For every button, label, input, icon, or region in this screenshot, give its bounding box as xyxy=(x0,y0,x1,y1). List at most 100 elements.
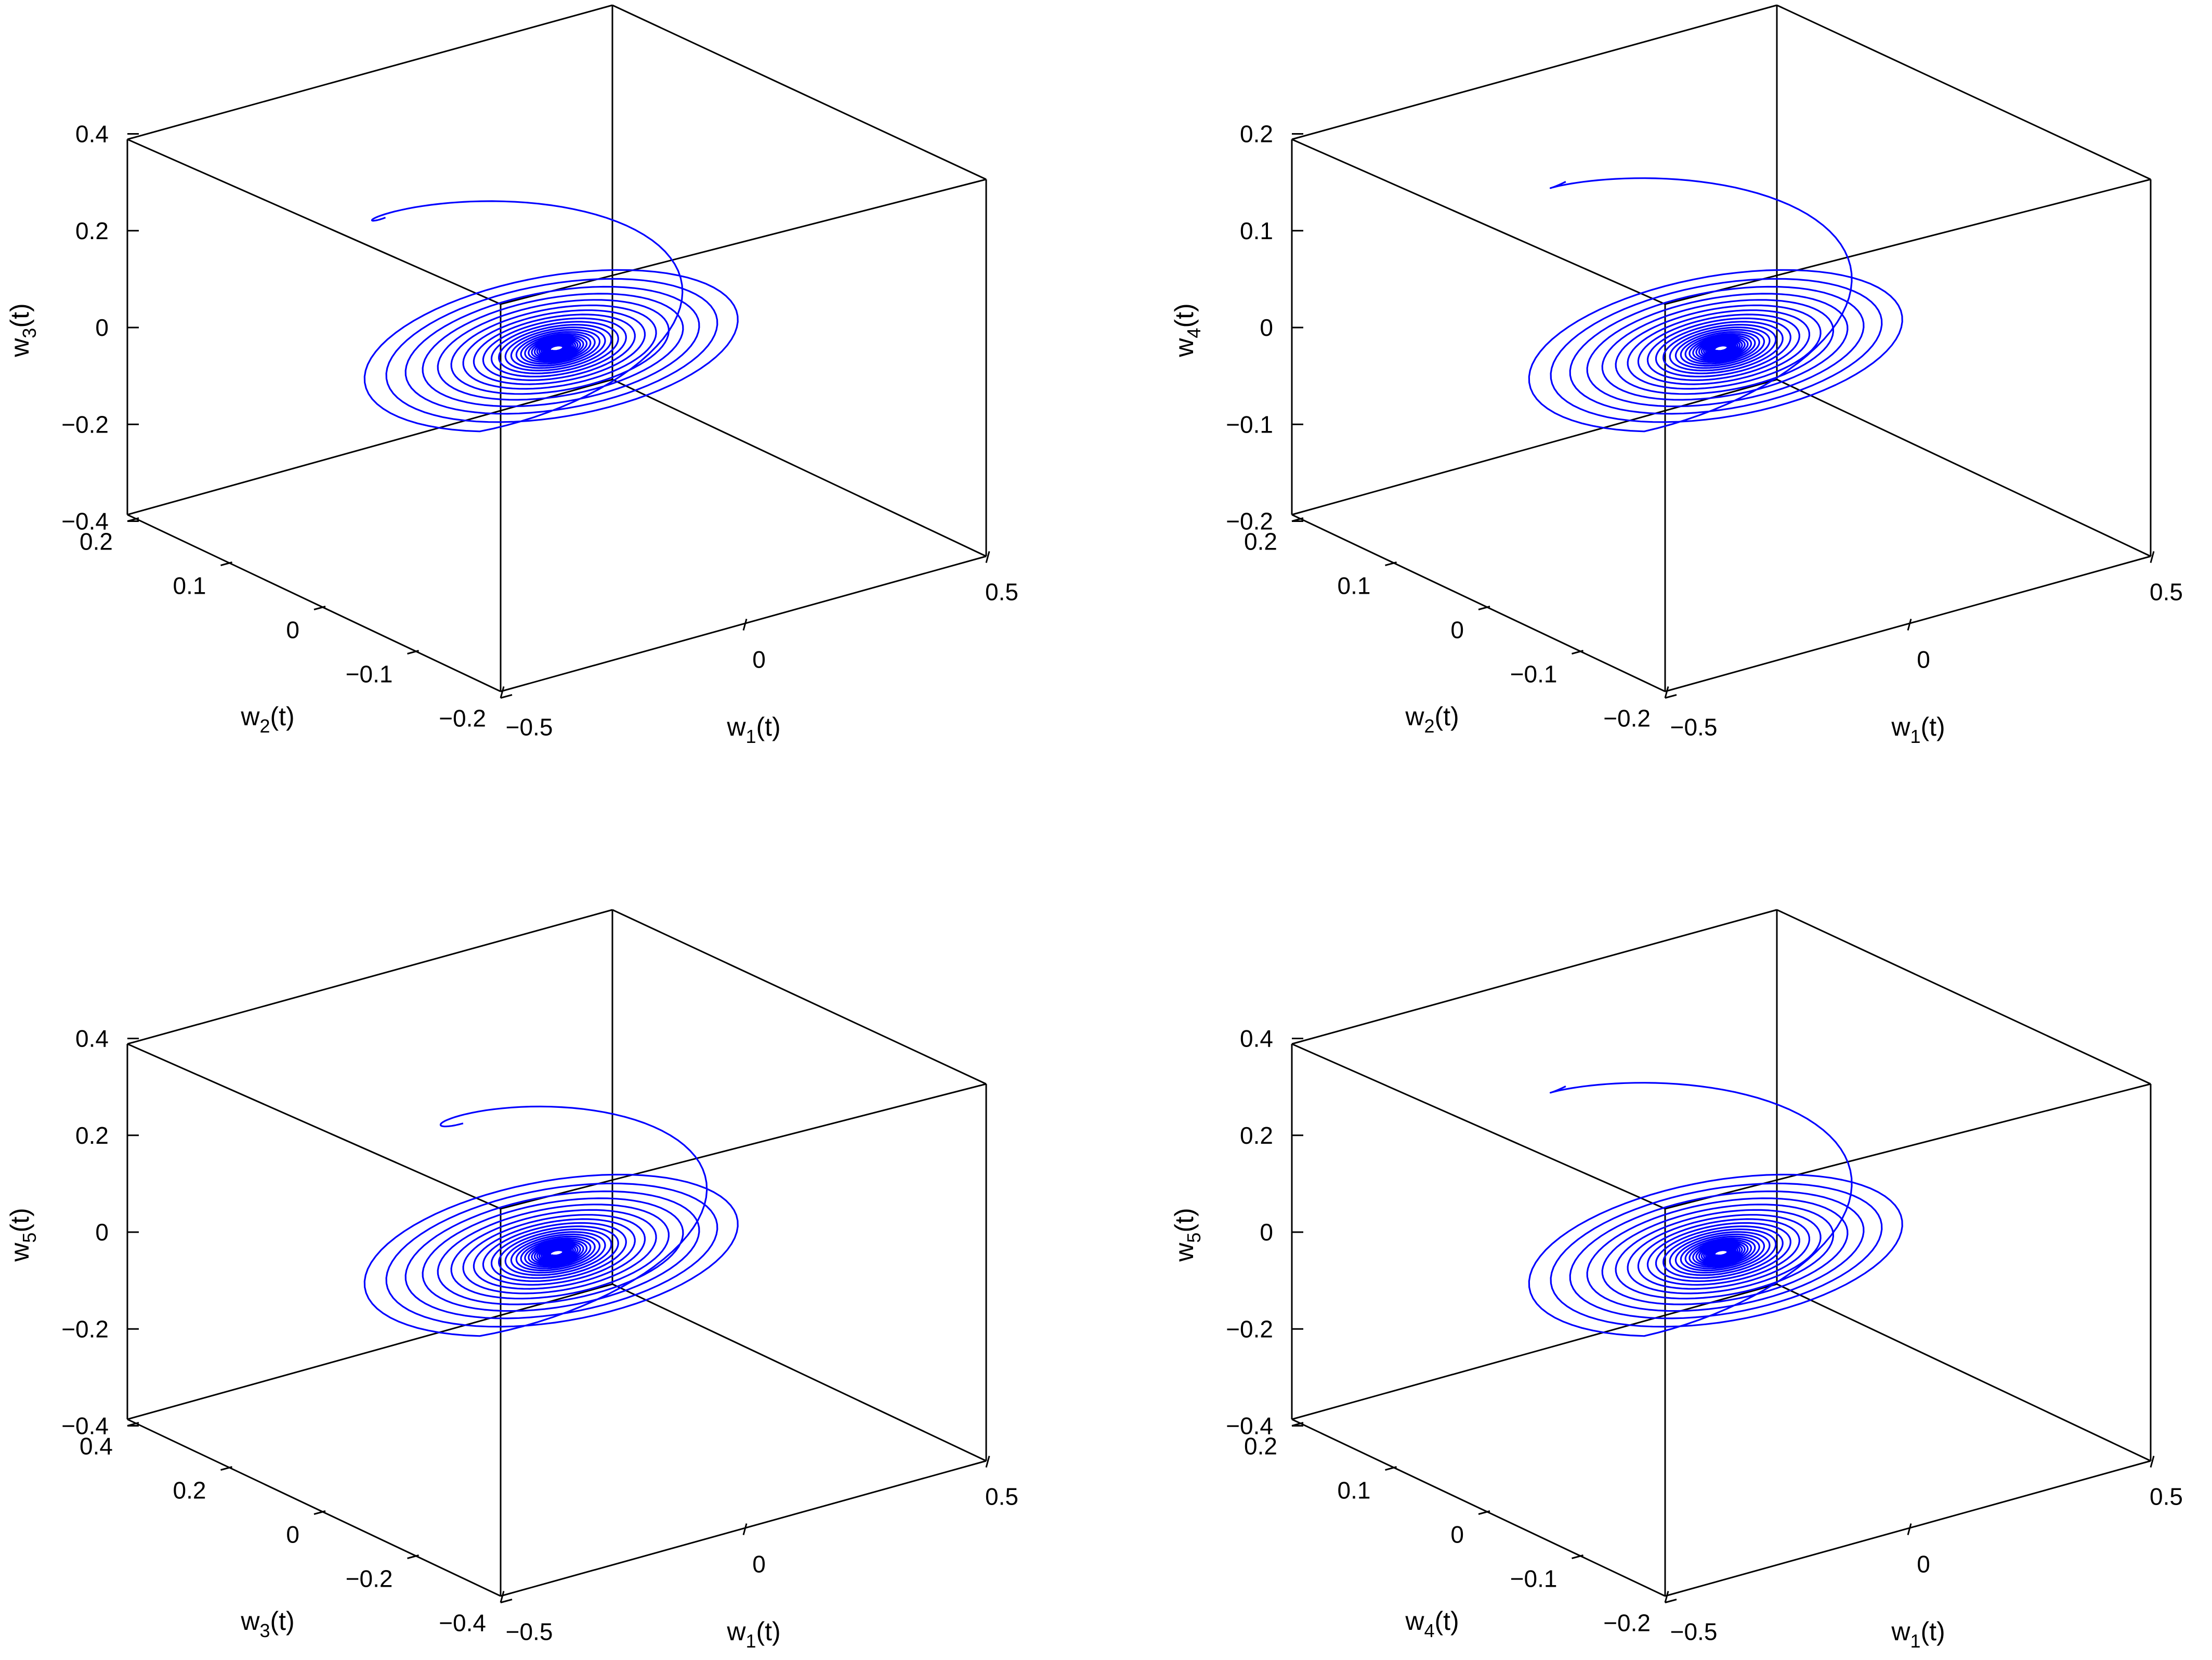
x-tick-label: 0 xyxy=(1917,1551,1930,1578)
z-tick-label: −0.4 xyxy=(1226,1413,1273,1440)
y-tick-mark xyxy=(1385,561,1397,566)
x-tick-mark xyxy=(1664,1591,1669,1603)
subplot-4: −0.500.5−0.2−0.100.10.2−0.4−0.200.20.4w1… xyxy=(1170,909,2183,1652)
y-tick-mark xyxy=(220,1466,232,1471)
y-tick-label: −0.4 xyxy=(439,1610,486,1637)
box-edge-12 xyxy=(1291,1283,1777,1420)
z-axis-label: w4(t) xyxy=(1170,303,1205,357)
z-tick-label: 0.4 xyxy=(75,1025,109,1052)
box-edge-11 xyxy=(612,1283,987,1462)
box-edge-1 xyxy=(500,555,987,692)
y-tick-label: 0 xyxy=(286,617,299,644)
y-tick-mark xyxy=(1572,1554,1583,1559)
y-tick-label: 0 xyxy=(286,1521,299,1548)
z-tick-label: −0.2 xyxy=(1226,1315,1273,1342)
y-axis-label: w2(t) xyxy=(1405,702,1459,737)
x-tick-mark xyxy=(742,1523,748,1535)
y-axis-label: w2(t) xyxy=(240,702,294,737)
z-tick-label: 0 xyxy=(1260,1219,1273,1246)
y-tick-label: 0.2 xyxy=(173,1477,206,1504)
z-tick-label: −0.2 xyxy=(1226,508,1273,535)
z-tick-label: 0.2 xyxy=(1240,1122,1273,1149)
y-tick-label: 0 xyxy=(1450,1521,1464,1548)
y-axis-label: w3(t) xyxy=(240,1606,294,1641)
box-edge-8 xyxy=(1291,4,1777,140)
x-tick-label: 0 xyxy=(752,1551,766,1578)
x-axis-label: w1(t) xyxy=(726,1617,780,1652)
box-edge-11 xyxy=(1776,1283,2151,1462)
box-edge-7 xyxy=(1291,138,1666,305)
y-tick-label: −0.1 xyxy=(346,661,393,688)
x-tick-label: 0 xyxy=(752,646,766,673)
x-axis-label: w1(t) xyxy=(726,712,780,747)
box-edge-7 xyxy=(127,138,501,305)
box-edge-8 xyxy=(127,909,613,1045)
x-tick-label: 0.5 xyxy=(2150,579,2183,606)
y-tick-label: 0.1 xyxy=(1338,1477,1371,1504)
x-tick-label: −0.5 xyxy=(1670,1618,1718,1645)
y-tick-mark xyxy=(500,1599,513,1603)
z-tick-label: 0.1 xyxy=(1240,217,1273,244)
box-edge-2 xyxy=(1291,514,1666,692)
box-edge-1 xyxy=(500,1460,987,1597)
x-tick-mark xyxy=(500,686,505,698)
y-tick-label: −0.1 xyxy=(1510,1565,1557,1592)
box-edge-9 xyxy=(612,4,987,180)
box-edge-12 xyxy=(127,1283,613,1420)
z-axis-label: w3(t) xyxy=(5,303,40,357)
z-tick-label: 0 xyxy=(95,314,109,341)
y-tick-label: 0.4 xyxy=(80,1433,113,1460)
y-tick-label: −0.2 xyxy=(1603,1610,1651,1637)
box-edge-7 xyxy=(1291,1043,1666,1210)
x-tick-label: −0.5 xyxy=(1670,714,1718,741)
y-tick-mark xyxy=(1478,606,1490,610)
z-tick-label: 0.2 xyxy=(75,1122,109,1149)
z-tick-label: 0.4 xyxy=(1240,1025,1273,1052)
subplot-3: −0.500.5−0.4−0.200.20.4−0.4−0.200.20.4w1… xyxy=(5,909,1018,1652)
box-edge-6 xyxy=(1665,1083,2151,1210)
y-tick-label: 0.1 xyxy=(1338,572,1371,599)
y-tick-label: 0.2 xyxy=(1244,1433,1277,1460)
x-tick-mark xyxy=(985,551,990,563)
z-tick-label: 0 xyxy=(95,1219,109,1246)
box-edge-6 xyxy=(1665,178,2151,305)
y-tick-mark xyxy=(407,1554,419,1559)
y-tick-label: 0 xyxy=(1450,617,1464,644)
y-tick-label: −0.2 xyxy=(346,1565,393,1592)
y-tick-mark xyxy=(220,561,232,566)
trajectory-line xyxy=(363,200,739,433)
x-axis-label: w1(t) xyxy=(1891,712,1945,747)
x-tick-mark xyxy=(985,1456,990,1468)
box-edge-9 xyxy=(1776,909,2151,1085)
y-tick-mark xyxy=(1665,1599,1677,1603)
box-edge-6 xyxy=(500,1083,987,1210)
z-tick-label: −0.4 xyxy=(61,508,109,535)
x-tick-label: 0.5 xyxy=(985,1483,1018,1510)
y-tick-label: 0.2 xyxy=(1244,528,1277,555)
x-tick-mark xyxy=(2150,551,2155,563)
x-tick-mark xyxy=(742,619,748,631)
box-edge-1 xyxy=(1665,555,2151,692)
y-tick-mark xyxy=(1665,694,1677,699)
y-tick-mark xyxy=(1572,650,1583,655)
y-tick-label: −0.2 xyxy=(1603,705,1651,732)
box-edge-2 xyxy=(127,1418,501,1597)
box-edge-12 xyxy=(127,378,613,516)
y-tick-mark xyxy=(313,606,326,610)
box-edge-8 xyxy=(1291,909,1777,1045)
z-tick-label: −0.4 xyxy=(61,1413,109,1440)
x-tick-mark xyxy=(2150,1456,2155,1468)
y-tick-label: −0.1 xyxy=(1510,661,1557,688)
x-tick-mark xyxy=(1907,1523,1912,1535)
z-tick-label: −0.2 xyxy=(61,1315,109,1342)
y-tick-label: 0.2 xyxy=(80,528,113,555)
y-tick-mark xyxy=(1478,1510,1490,1515)
x-tick-mark xyxy=(500,1591,505,1603)
box-edge-8 xyxy=(127,4,613,140)
y-tick-label: 0.1 xyxy=(173,572,206,599)
box-edge-9 xyxy=(612,909,987,1085)
box-edge-9 xyxy=(1776,4,2151,180)
z-tick-label: 0.2 xyxy=(75,217,109,244)
z-tick-label: 0 xyxy=(1260,314,1273,341)
